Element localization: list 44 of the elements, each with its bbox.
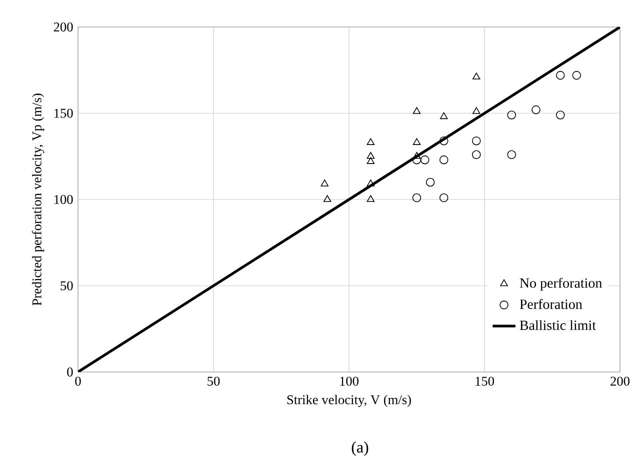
- point: [572, 70, 582, 80]
- point: [439, 155, 448, 164]
- point: [507, 110, 516, 120]
- point: [412, 138, 421, 145]
- point: [472, 107, 480, 114]
- point: [426, 178, 435, 187]
- point: [420, 155, 430, 164]
- legend-label: No perforation: [520, 278, 602, 291]
- y-tick-label: 100: [54, 195, 73, 204]
- point: [320, 180, 328, 186]
- x-tick-label: 50: [208, 376, 220, 386]
- point: [366, 195, 375, 202]
- point: [507, 150, 516, 160]
- point: [323, 195, 332, 202]
- point: [366, 157, 375, 164]
- y-tick-label: 0: [67, 368, 73, 376]
- x-axis-title: Strike velocity, V (m/s): [287, 394, 411, 407]
- point: [412, 107, 421, 114]
- x-tick-label: 150: [476, 376, 494, 386]
- point: [366, 180, 375, 186]
- point: [440, 112, 448, 120]
- y-axis-title: Predicted perforation velocity, Vp (m/s): [32, 94, 44, 306]
- x-tick-label: 200: [610, 376, 630, 386]
- y-tick-label: 150: [54, 108, 73, 118]
- point: [556, 110, 565, 120]
- point: [532, 105, 540, 114]
- legend-label: Perforation: [520, 299, 582, 309]
- point: [412, 152, 421, 159]
- point: [412, 155, 422, 164]
- y-tick-label: 50: [60, 281, 73, 290]
- point: [412, 193, 422, 202]
- point: [472, 72, 480, 80]
- text: (a): [352, 441, 368, 456]
- y-tick-label: 200: [54, 22, 73, 32]
- point: [472, 150, 481, 160]
- point: [439, 193, 448, 202]
- point: [439, 136, 448, 146]
- x-tick-label: 100: [340, 376, 358, 386]
- point: [472, 136, 481, 146]
- x-tick-label: 0: [75, 376, 81, 386]
- legend-label: Ballistic limit: [520, 320, 596, 330]
- point: [556, 70, 565, 80]
- point: [366, 152, 375, 159]
- point: [366, 138, 375, 145]
